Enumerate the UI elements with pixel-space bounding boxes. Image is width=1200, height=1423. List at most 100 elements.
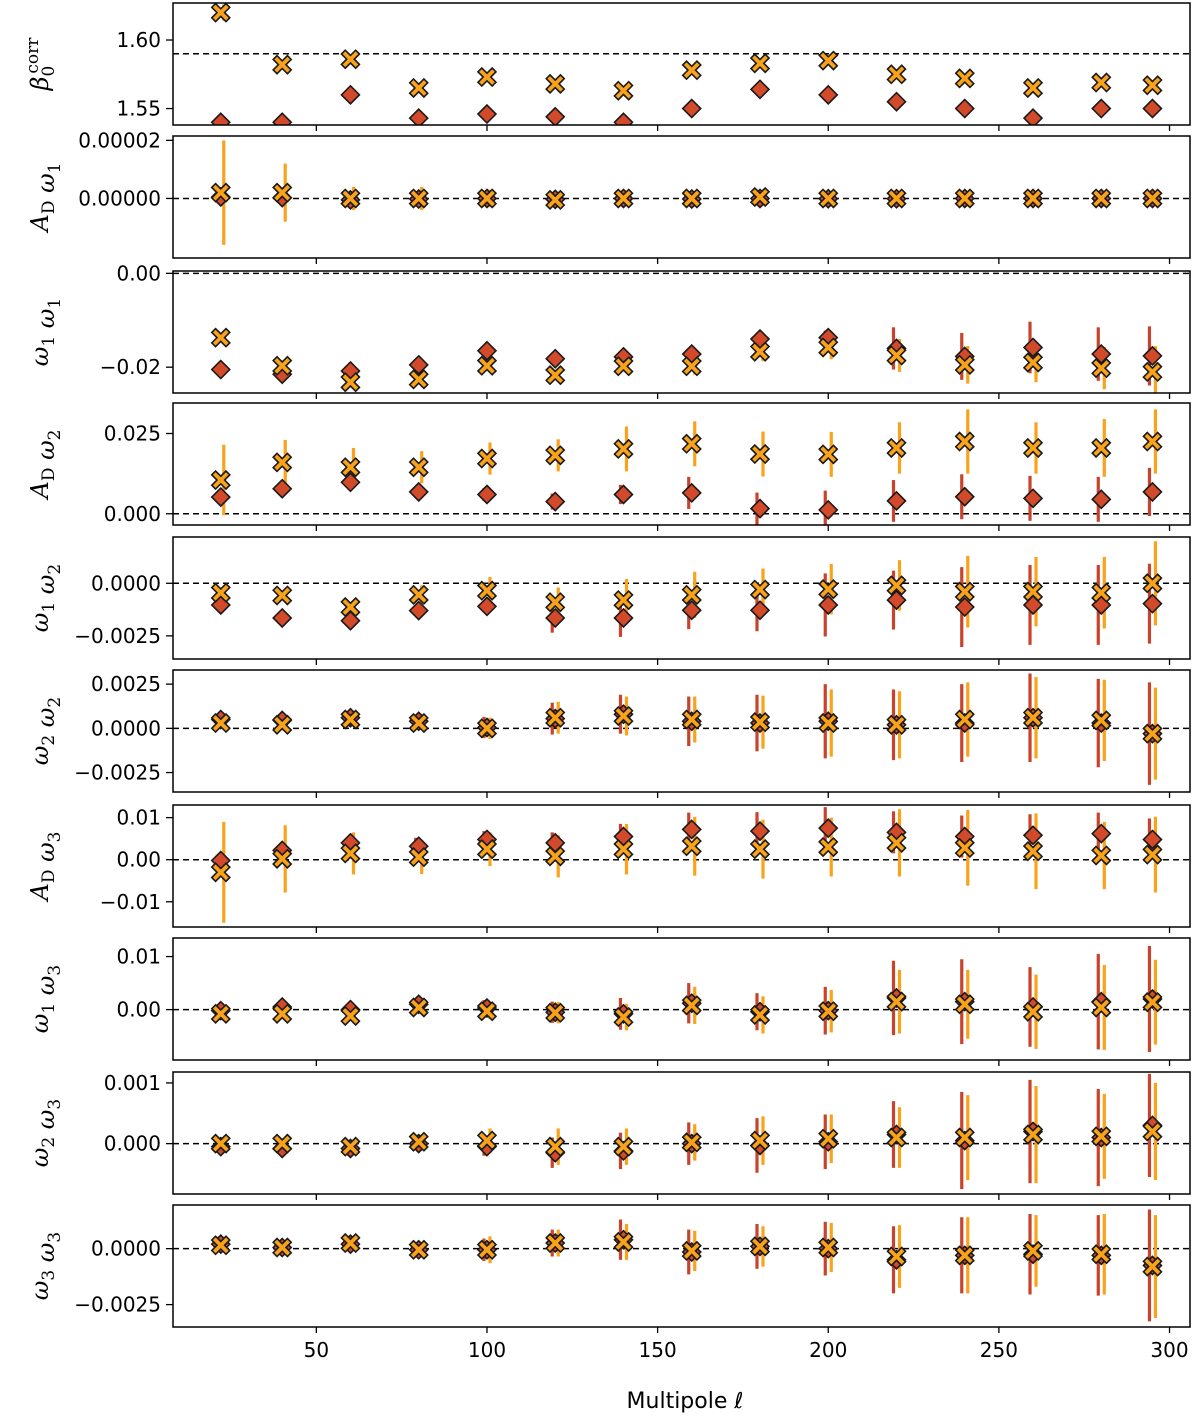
- panel-8: 0.01 0.00 ω1 ω3: [26, 937, 1191, 1066]
- diamond-point: [818, 499, 839, 521]
- diamond-point: [1091, 98, 1112, 119]
- cross-point: [1142, 992, 1163, 1013]
- cross-point: [1142, 361, 1163, 383]
- panel-5: 0.0000 −0.0025 ω1 ω2: [26, 536, 1191, 665]
- diamond-point: [613, 607, 634, 629]
- cross-point: [954, 1245, 975, 1266]
- panel-10: 0.0000 −0.0025 ω3 ω3: [26, 1204, 1191, 1333]
- diamond-point: [340, 84, 361, 105]
- panel-frame: [172, 1071, 1191, 1195]
- y-tick-label: 0.00: [116, 998, 161, 1022]
- cross-point: [210, 862, 231, 883]
- panel-data: [210, 409, 1163, 525]
- cross-point: [340, 1136, 361, 1157]
- cross-point: [886, 64, 907, 85]
- x-tick-label: 300: [1150, 1338, 1188, 1362]
- cross-point: [886, 437, 907, 459]
- cross-point: [340, 843, 361, 864]
- cross-point: [954, 188, 975, 209]
- cross-point: [1142, 573, 1163, 594]
- cross-point: [681, 1240, 702, 1262]
- cross-point: [886, 188, 907, 209]
- cross-point: [1142, 1121, 1163, 1142]
- panel-7: 0.01 0.00 −0.01 AD ω3: [26, 804, 1191, 933]
- cross-point: [545, 1136, 566, 1157]
- y-axis-title: ω1 ω3: [26, 965, 65, 1033]
- cross-point: [210, 1003, 231, 1024]
- panel-frame: [172, 1204, 1191, 1328]
- cross-point: [1022, 77, 1044, 99]
- diamond-point: [1022, 337, 1044, 358]
- y-axis-title: ω1 ω1: [26, 298, 65, 366]
- cross-point: [613, 188, 634, 209]
- cross-point: [476, 580, 498, 601]
- diamond-point: [545, 607, 566, 629]
- cross-point: [1022, 437, 1044, 459]
- diamond-point: [613, 112, 634, 125]
- cross-point: [210, 182, 231, 203]
- panel-data: [210, 140, 1163, 245]
- cross-point: [340, 1005, 361, 1027]
- cross-point: [476, 448, 498, 469]
- cross-point: [613, 356, 634, 377]
- cross-point: [613, 1006, 634, 1028]
- cross-point: [272, 54, 293, 75]
- cross-point: [613, 1231, 634, 1253]
- diamond-point: [749, 79, 771, 100]
- cross-point: [749, 1236, 771, 1257]
- cross-point: [272, 1237, 293, 1258]
- cross-point: [476, 1239, 498, 1260]
- y-tick-label: 0.025: [104, 422, 161, 446]
- cross-point: [272, 1133, 293, 1154]
- x-tick-label: 50: [304, 1338, 329, 1362]
- cross-point: [1142, 1256, 1163, 1277]
- cross-point: [1091, 1126, 1112, 1147]
- panel-data: [210, 321, 1163, 393]
- y-axis-title: AD ω2: [26, 429, 65, 500]
- cross-point: [954, 581, 975, 602]
- panel-frame: [172, 669, 1191, 793]
- cross-point: [272, 355, 293, 376]
- cross-point: [408, 188, 429, 209]
- diamond-point: [818, 84, 839, 105]
- cross-point: [681, 995, 702, 1016]
- y-tick-label: 1.55: [116, 97, 161, 121]
- cross-point: [613, 705, 634, 727]
- x-tick-label: 200: [809, 1338, 847, 1362]
- cross-point: [954, 354, 975, 375]
- cross-point: [210, 327, 231, 348]
- cross-point: [681, 188, 702, 209]
- cross-point: [886, 575, 907, 596]
- cross-point: [818, 1237, 839, 1258]
- cross-point: [340, 188, 361, 209]
- panel-data: [210, 807, 1163, 923]
- cross-point: [210, 1133, 231, 1154]
- cross-point: [545, 1002, 566, 1023]
- diamond-point: [1091, 489, 1112, 510]
- cross-point: [1022, 707, 1044, 728]
- x-axis: 50 100 150 200 250 300: [304, 1338, 1189, 1362]
- panel-data: [210, 945, 1163, 1053]
- panel-frame: [172, 804, 1191, 928]
- cross-point: [272, 848, 293, 869]
- cross-point: [408, 1131, 429, 1152]
- cross-point: [1142, 75, 1163, 96]
- cross-point: [818, 444, 839, 465]
- cross-point: [1091, 72, 1112, 93]
- diamond-point: [476, 340, 498, 361]
- cross-point: [476, 66, 498, 88]
- cross-point: [545, 1232, 566, 1254]
- cross-point: [818, 712, 839, 734]
- cross-point: [818, 579, 839, 600]
- cross-point: [886, 1127, 907, 1148]
- cross-point: [1022, 1240, 1044, 1262]
- cross-point: [1091, 437, 1112, 459]
- diamond-point: [1022, 825, 1044, 846]
- cross-point: [210, 1235, 231, 1256]
- cross-point: [749, 186, 771, 208]
- cross-point: [408, 457, 429, 478]
- diamond-point: [749, 498, 771, 519]
- cross-point: [408, 369, 429, 390]
- cross-point: [613, 438, 634, 460]
- cross-point: [545, 592, 566, 613]
